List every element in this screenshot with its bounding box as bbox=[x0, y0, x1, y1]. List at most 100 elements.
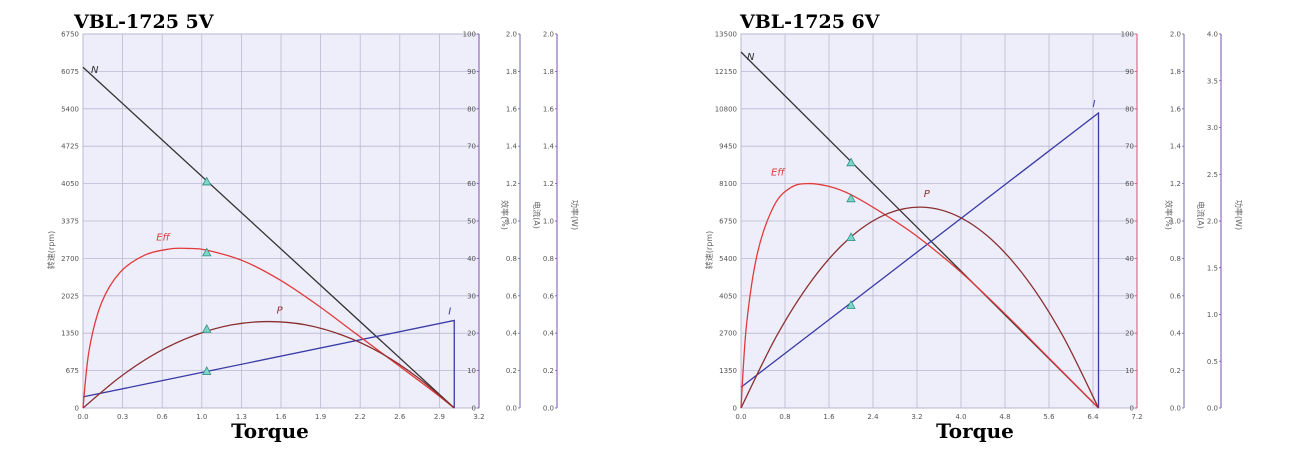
right-axis-2-tick-label: 0.0 bbox=[1170, 405, 1181, 413]
right-axis-3-tick-label: 4.0 bbox=[1207, 31, 1218, 39]
series-line-n bbox=[82, 66, 455, 409]
right-axis-1-tick-label: 0 bbox=[472, 405, 476, 413]
right-axis-2-tick-label: 1.8 bbox=[506, 68, 517, 76]
right-axis-2-tick-label: 0.6 bbox=[1170, 292, 1182, 300]
series-label-n: N bbox=[747, 52, 755, 63]
right-axis-1-tick-label: 90 bbox=[467, 68, 476, 76]
series-line-p bbox=[82, 320, 455, 409]
right-axis-3-tick-label: 0.4 bbox=[543, 330, 555, 338]
right-axis-1-tick-label: 50 bbox=[1125, 218, 1134, 226]
y-tick-label: 0 bbox=[733, 405, 737, 413]
right-axis-2-tick-label: 0.2 bbox=[1170, 367, 1181, 375]
right-axis-2-tick-label: 1.6 bbox=[1170, 105, 1182, 113]
right-axis-2-tick-label: 0.6 bbox=[506, 292, 518, 300]
x-tick-label: 4.8 bbox=[999, 413, 1010, 421]
right-axis-1-tick-label: 20 bbox=[467, 330, 476, 338]
y-tick-label: 8100 bbox=[719, 180, 737, 188]
right-axis-2-tick-label: 1.6 bbox=[506, 105, 518, 113]
right-axis-3-tick-label: 3.5 bbox=[1207, 77, 1218, 85]
right-axis-1-tick-label: 70 bbox=[467, 143, 476, 151]
right-axis-1-tick-label: 30 bbox=[1125, 292, 1134, 300]
right-axis-2-tick-label: 1.4 bbox=[1170, 143, 1182, 151]
right-axis-3-tick-label: 2.5 bbox=[1207, 171, 1218, 179]
y-tick-label: 10800 bbox=[715, 105, 737, 113]
y-tick-label: 13500 bbox=[715, 31, 737, 39]
y-tick-label: 9450 bbox=[719, 143, 737, 151]
rated-point-marker bbox=[202, 366, 212, 375]
x-axis-label: Torque bbox=[936, 419, 1014, 443]
series-line-eff bbox=[740, 182, 1099, 409]
chart-title: VBL-1725 5V bbox=[73, 11, 215, 33]
y-tick-label: 6750 bbox=[61, 31, 79, 39]
y-tick-label: 12150 bbox=[715, 68, 737, 76]
x-tick-label: 0.3 bbox=[117, 413, 128, 421]
y-tick-label: 1350 bbox=[719, 367, 737, 375]
right-axis-1-tick-label: 40 bbox=[1125, 255, 1134, 263]
series-label-n: N bbox=[91, 65, 99, 76]
y-tick-label: 675 bbox=[66, 367, 79, 375]
series-label-eff: Eff bbox=[156, 232, 171, 243]
right-axis-3-tick-label: 1.0 bbox=[1207, 311, 1218, 319]
right-axis-2-tick-label: 0.4 bbox=[506, 330, 518, 338]
right-axis-2-tick-label: 1.0 bbox=[1170, 218, 1181, 226]
x-tick-label: 1.6 bbox=[275, 413, 287, 421]
x-tick-label: 1.6 bbox=[823, 413, 835, 421]
right-axis-label-1: 效率(%) bbox=[1164, 200, 1174, 230]
series-label-p: P bbox=[277, 306, 284, 317]
right-axis-1-tick-label: 0 bbox=[1130, 405, 1134, 413]
chart-6v: VBL-1725 6V Torque 转速(rpm) 效率(%) 电流(A) 功… bbox=[704, 11, 1244, 443]
right-axis-2-tick-label: 2.0 bbox=[1170, 31, 1181, 39]
series-label-eff: Eff bbox=[771, 168, 786, 179]
right-axis-3-tick-label: 1.5 bbox=[1207, 264, 1218, 272]
right-axis-1-tick-label: 10 bbox=[467, 367, 476, 375]
right-axis-label-3: 功率(W) bbox=[1234, 200, 1244, 230]
right-axis-2-tick-label: 0.2 bbox=[506, 367, 517, 375]
y-tick-label: 4725 bbox=[61, 143, 79, 151]
x-tick-label: 2.6 bbox=[394, 413, 406, 421]
x-tick-label: 2.2 bbox=[355, 413, 366, 421]
right-axis-3-tick-label: 2.0 bbox=[1207, 218, 1218, 226]
right-axis-label-1: 效率(%) bbox=[500, 200, 510, 230]
right-axis-3-tick-label: 0.0 bbox=[543, 405, 554, 413]
y-axis-label: 转速(rpm) bbox=[704, 231, 714, 269]
right-axis-1-tick-label: 80 bbox=[1125, 105, 1134, 113]
y-tick-label: 4050 bbox=[719, 292, 737, 300]
x-tick-label: 1.0 bbox=[196, 413, 207, 421]
y-tick-label: 4050 bbox=[61, 180, 79, 188]
right-axis-1-tick-label: 90 bbox=[1125, 68, 1134, 76]
series-label-p: P bbox=[924, 189, 931, 200]
series-line-i bbox=[740, 111, 1100, 408]
x-tick-label: 3.2 bbox=[911, 413, 922, 421]
right-axis-3-tick-label: 1.0 bbox=[543, 218, 554, 226]
rated-point-marker bbox=[846, 232, 856, 242]
right-axis-2-tick-label: 2.0 bbox=[506, 31, 517, 39]
y-tick-label: 1350 bbox=[61, 330, 79, 338]
y-tick-label: 5400 bbox=[719, 255, 737, 263]
right-axis-1-tick-label: 30 bbox=[467, 292, 476, 300]
right-axis-1-tick-label: 100 bbox=[1121, 31, 1134, 39]
right-axis-1-tick-label: 80 bbox=[467, 105, 476, 113]
rated-point-marker bbox=[202, 247, 212, 257]
right-axis-1-tick-label: 60 bbox=[1125, 180, 1134, 188]
right-axis-label-3: 功率(W) bbox=[570, 200, 580, 230]
right-axis-1-tick-label: 50 bbox=[467, 218, 476, 226]
right-axis-label-2: 电流(A) bbox=[1196, 201, 1206, 229]
right-axis-3-tick-label: 0.8 bbox=[543, 255, 554, 263]
y-tick-label: 0 bbox=[75, 405, 79, 413]
right-axis-2-tick-label: 1.0 bbox=[506, 218, 517, 226]
y-tick-label: 6750 bbox=[719, 218, 737, 226]
right-axis-3-tick-label: 1.4 bbox=[543, 143, 555, 151]
x-tick-label: 2.9 bbox=[434, 413, 445, 421]
right-axis-3-tick-label: 0.6 bbox=[543, 292, 555, 300]
rated-point-marker bbox=[202, 323, 212, 333]
right-axis-1-tick-label: 20 bbox=[1125, 330, 1134, 338]
series-line-p bbox=[740, 206, 1100, 409]
series-label-i: I bbox=[448, 306, 451, 317]
rated-point-marker bbox=[846, 193, 856, 203]
right-axis-2-tick-label: 0.4 bbox=[1170, 330, 1182, 338]
series-label-i: I bbox=[1093, 99, 1096, 110]
right-axis-1-tick-label: 100 bbox=[463, 31, 476, 39]
y-tick-label: 2025 bbox=[61, 292, 79, 300]
right-axis-2-tick-label: 1.8 bbox=[1170, 68, 1181, 76]
x-tick-label: 2.4 bbox=[867, 413, 879, 421]
